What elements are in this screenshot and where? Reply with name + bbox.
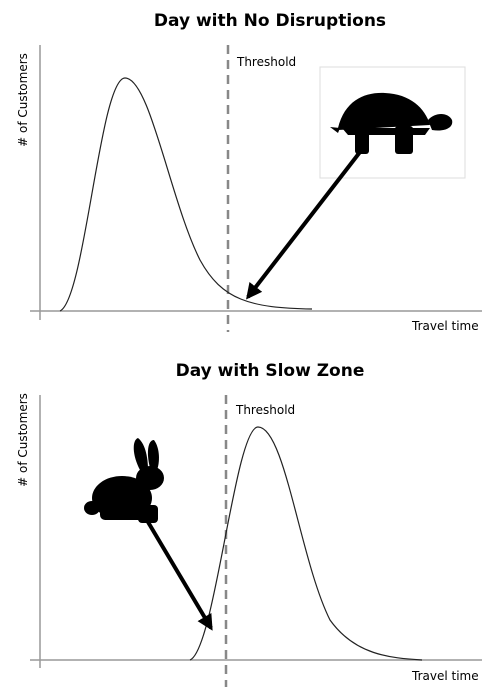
y-axis-label: # of Customers	[16, 393, 30, 487]
panel-title: Day with No Disruptions	[154, 11, 386, 31]
threshold-label: Threshold	[235, 403, 295, 417]
panel-no-disruptions: Day with No Disruptions # of Customers T…	[16, 11, 482, 333]
rabbit-icon	[84, 438, 164, 523]
y-axis-label: # of Customers	[16, 53, 30, 147]
panel-slow-zone: Day with Slow Zone # of Customers Travel…	[16, 361, 482, 687]
arrow	[246, 150, 362, 300]
x-axis-label: Travel time	[411, 319, 479, 333]
threshold-label: Threshold	[236, 55, 296, 69]
distribution-curve	[59, 77, 313, 312]
panel-title: Day with Slow Zone	[176, 361, 365, 381]
turtle-icon	[330, 92, 453, 154]
x-axis-label: Travel time	[411, 669, 479, 683]
arrow	[146, 520, 213, 631]
distribution-curve	[189, 426, 423, 661]
